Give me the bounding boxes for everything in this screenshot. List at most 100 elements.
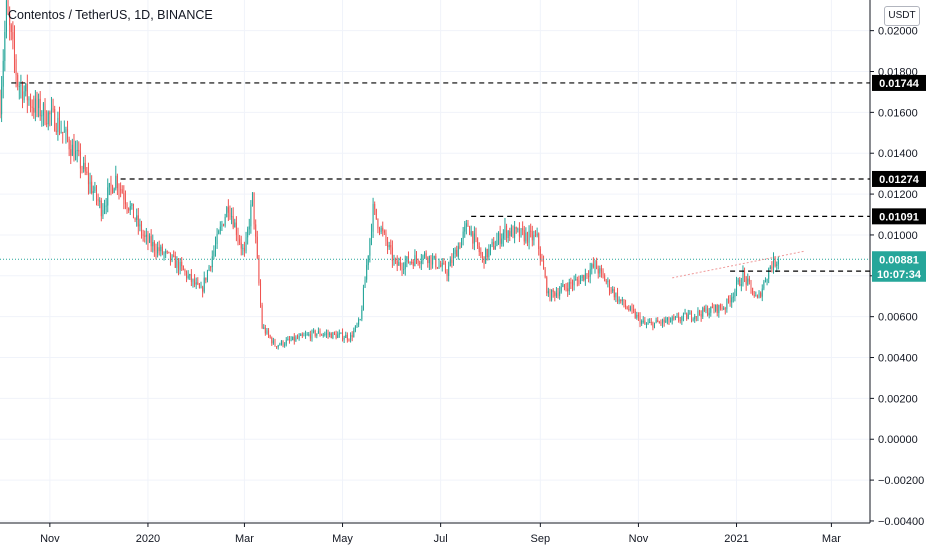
y-tick-label: 0.00000 bbox=[878, 434, 918, 446]
candle-body bbox=[623, 299, 625, 305]
candle-body bbox=[465, 223, 467, 227]
candle-body bbox=[2, 60, 4, 87]
candle-body bbox=[380, 227, 382, 233]
candle-body bbox=[271, 337, 273, 344]
candle-body bbox=[311, 330, 313, 339]
candle-body bbox=[713, 308, 715, 311]
candle-body bbox=[63, 131, 65, 133]
candle-body bbox=[110, 183, 112, 187]
candle-body bbox=[573, 280, 575, 286]
candle-body bbox=[481, 254, 483, 257]
level-label: 0.01744 bbox=[879, 78, 920, 90]
candle-body bbox=[102, 209, 104, 217]
candle-body bbox=[715, 305, 717, 311]
candle-body bbox=[597, 268, 599, 274]
candle-body bbox=[306, 334, 308, 336]
candle-body bbox=[68, 139, 70, 150]
y-tick-label: 0.00400 bbox=[878, 353, 918, 365]
candle-body bbox=[496, 240, 498, 247]
x-tick-label: Mar bbox=[235, 533, 254, 545]
candle-body bbox=[297, 337, 299, 339]
candle-body bbox=[501, 238, 503, 244]
candle-body bbox=[591, 264, 593, 270]
candle-body bbox=[570, 282, 572, 284]
candle-body bbox=[79, 151, 81, 169]
countdown-label: 10:07:34 bbox=[877, 269, 922, 281]
candle-body bbox=[682, 313, 684, 318]
candle-body bbox=[124, 199, 126, 205]
candle-body bbox=[86, 171, 88, 174]
candle-body bbox=[5, 0, 7, 32]
candle-body bbox=[723, 308, 725, 310]
candle-body bbox=[560, 287, 562, 292]
candle-body bbox=[443, 262, 445, 264]
currency-button[interactable]: USDT bbox=[884, 6, 920, 26]
candle-body bbox=[657, 320, 659, 323]
x-tick-label: May bbox=[332, 533, 353, 545]
candle-body bbox=[475, 233, 477, 238]
candle-body bbox=[452, 254, 454, 263]
candle-body bbox=[33, 107, 35, 113]
candle-body bbox=[123, 193, 125, 200]
candle-body bbox=[208, 266, 210, 271]
candle-body bbox=[327, 333, 329, 335]
candle-body bbox=[303, 335, 305, 337]
candle-body bbox=[607, 280, 609, 282]
candle-body bbox=[282, 341, 284, 346]
candle-body bbox=[507, 231, 509, 238]
candle-body bbox=[459, 246, 461, 248]
candle-body bbox=[666, 317, 668, 321]
candle-body bbox=[567, 288, 569, 292]
candle-body bbox=[132, 203, 134, 219]
candle-body bbox=[87, 173, 89, 185]
candle-body bbox=[4, 31, 6, 61]
candle-body bbox=[136, 215, 138, 220]
candle-body bbox=[404, 261, 406, 270]
candle-body bbox=[594, 261, 596, 267]
candle-body bbox=[522, 228, 524, 231]
candle-body bbox=[451, 260, 453, 263]
candle-body bbox=[719, 305, 721, 309]
candle-body bbox=[316, 333, 318, 336]
candle-body bbox=[525, 232, 527, 242]
candle-body bbox=[528, 230, 530, 243]
candle-body bbox=[602, 271, 604, 276]
candle-body bbox=[10, 25, 12, 33]
candle-body bbox=[268, 330, 270, 336]
candle-body bbox=[711, 306, 713, 309]
candle-body bbox=[155, 250, 157, 254]
candle-body bbox=[255, 224, 257, 237]
candle-body bbox=[634, 311, 636, 318]
candle-body bbox=[264, 327, 266, 334]
candle-body bbox=[168, 251, 170, 253]
candle-body bbox=[416, 255, 418, 260]
candle-body bbox=[502, 232, 504, 239]
candle-body bbox=[120, 189, 122, 191]
candle-body bbox=[615, 293, 617, 298]
candle-body bbox=[764, 281, 766, 283]
candle-body bbox=[535, 234, 537, 236]
candle-body bbox=[206, 270, 208, 281]
candle-body bbox=[383, 230, 385, 233]
candle-body bbox=[47, 112, 49, 125]
x-tick-label: Sep bbox=[531, 533, 551, 545]
candle-body bbox=[1, 86, 3, 115]
chart-title: Contentos / TetherUS, 1D, BINANCE bbox=[8, 8, 213, 22]
candle-body bbox=[555, 292, 557, 297]
candle-body bbox=[107, 187, 109, 206]
candle-body bbox=[708, 312, 710, 316]
candle-body bbox=[290, 339, 292, 341]
candle-body bbox=[375, 208, 377, 219]
candle-body bbox=[17, 74, 19, 87]
candle-body bbox=[702, 307, 704, 317]
candle-body bbox=[251, 192, 253, 205]
candle-body bbox=[260, 283, 262, 306]
candle-body bbox=[732, 296, 734, 298]
candle-body bbox=[773, 257, 775, 269]
candle-body bbox=[633, 309, 635, 312]
candle-body bbox=[116, 175, 118, 188]
candle-body bbox=[642, 320, 644, 322]
candle-body bbox=[433, 256, 435, 259]
candle-body bbox=[546, 277, 548, 294]
